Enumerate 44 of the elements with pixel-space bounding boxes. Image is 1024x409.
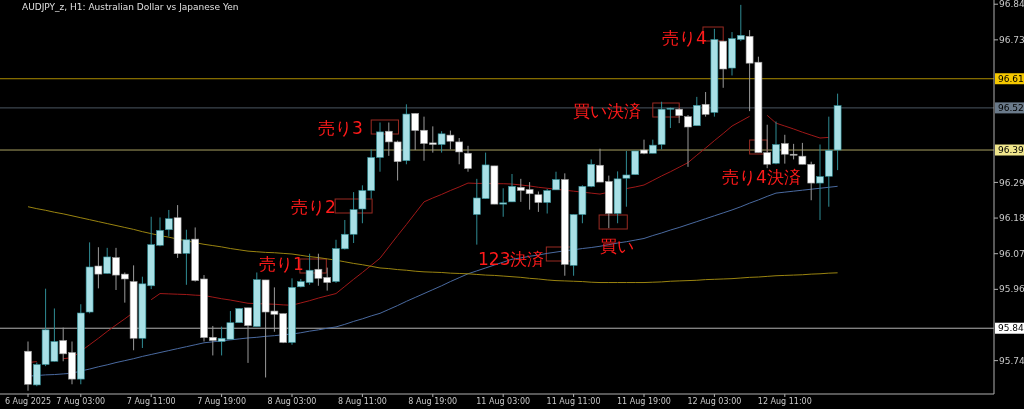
- y-tick-label: 96.07: [999, 248, 1024, 259]
- candlestick: [464, 145, 472, 173]
- candlestick: [534, 190, 543, 213]
- annotation: 123決済: [478, 248, 545, 269]
- ref-line-label: 96.39: [998, 145, 1024, 156]
- candlestick: [437, 130, 446, 154]
- candlestick: [94, 246, 103, 289]
- candlestick: [640, 139, 648, 155]
- candlestick: [182, 229, 191, 286]
- y-tick-label: 96.73: [999, 35, 1024, 45]
- y-tick-label: 96.29: [999, 177, 1024, 188]
- x-tick-label: 6 Aug 2025: [4, 397, 52, 406]
- chart-title: AUDJPY_z, H1: Australian Dollar vs Japanese Yen: [22, 2, 239, 12]
- x-tick-label: 12 Aug 11:00: [757, 397, 812, 406]
- x-tick-label: 11 Aug 19:00: [617, 397, 671, 406]
- y-tick-label: 95.96: [999, 284, 1024, 295]
- x-tick-label: 8 Aug 03:00: [267, 397, 317, 406]
- x-tick-label: 8 Aug 19:00: [408, 397, 458, 406]
- candlestick: [693, 96, 701, 127]
- ref-line-label: 96.52: [998, 103, 1024, 114]
- candlestick: [165, 209, 173, 238]
- annotation: 買い決済: [573, 100, 641, 121]
- x-tick-label: 12 Aug 03:00: [687, 397, 742, 406]
- ref-line-label: 95.84: [998, 323, 1024, 334]
- candlestick: [772, 121, 780, 165]
- annotation: 売り4: [662, 27, 707, 48]
- x-tick-label: 11 Aug 03:00: [476, 397, 531, 406]
- x-tick-label: 7 Aug 19:00: [197, 397, 247, 406]
- candlestick: [701, 91, 710, 118]
- y-tick-label: 96.84: [999, 0, 1024, 10]
- annotation: 売り4決済: [722, 166, 801, 187]
- x-tick-label: 11 Aug 11:00: [546, 397, 601, 406]
- annotation: 売り1: [259, 253, 304, 274]
- candlestick: [684, 114, 692, 168]
- x-tick-label: 7 Aug 03:00: [56, 397, 106, 406]
- y-tick-label: 96.18: [999, 213, 1024, 224]
- x-tick-label: 8 Aug 11:00: [337, 397, 387, 406]
- y-tick-label: 95.74: [999, 355, 1024, 366]
- x-tick-label: 7 Aug 11:00: [126, 397, 176, 406]
- annotation: 買い: [600, 235, 634, 256]
- annotation: 売り2: [291, 196, 336, 217]
- annotation: 売り3: [318, 117, 363, 138]
- candlestick: [103, 247, 111, 275]
- ref-line-label: 96.61: [998, 73, 1024, 84]
